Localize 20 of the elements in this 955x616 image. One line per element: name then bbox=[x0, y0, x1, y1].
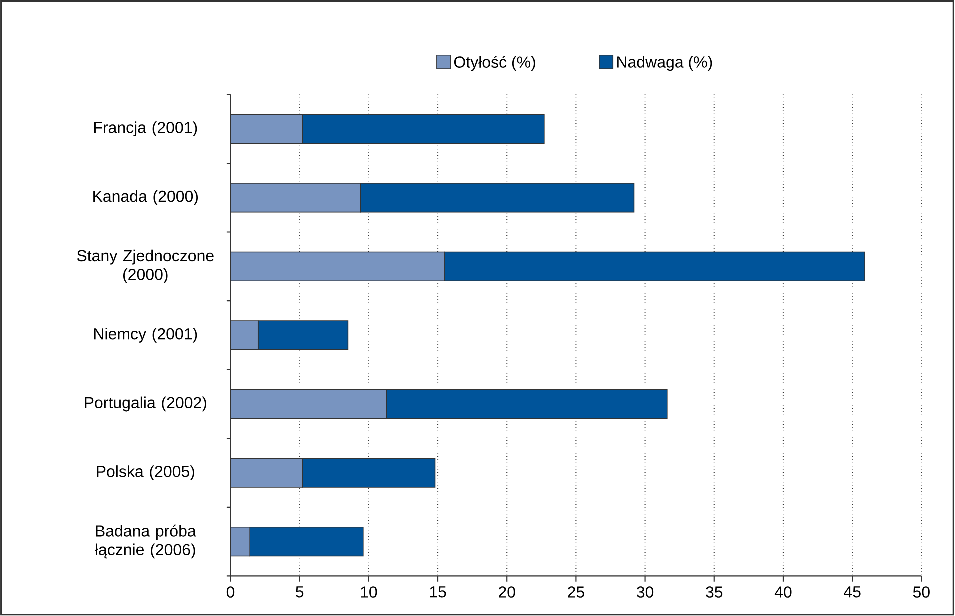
y-tick-label: Badana próba łącznie (2006) bbox=[95, 524, 196, 559]
x-tick-label: 5 bbox=[296, 586, 304, 598]
x-tick-label: 45 bbox=[844, 586, 861, 598]
x-tick-label: 15 bbox=[430, 586, 446, 598]
x-tick-label: 20 bbox=[499, 586, 516, 598]
y-tick-label: Stany Zjednoczone (2000) bbox=[77, 250, 214, 284]
legend-label: Nadwaga (%) bbox=[618, 56, 712, 71]
y-tick-label: Kanada (2000) bbox=[94, 190, 198, 206]
x-tick-label: 35 bbox=[706, 586, 723, 598]
y-tick-label: Francja (2001) bbox=[94, 122, 198, 136]
x-tick-label: 50 bbox=[913, 586, 930, 598]
y-tick-label: Niemcy (2001) bbox=[94, 328, 198, 343]
x-tick-label: 10 bbox=[361, 586, 378, 598]
x-tick-label: 30 bbox=[636, 586, 654, 598]
x-tick-label: 25 bbox=[568, 586, 584, 598]
x-tick-label: 0 bbox=[226, 586, 235, 598]
y-tick-label: Portugalia (2002) bbox=[85, 396, 206, 412]
x-tick-label: 40 bbox=[774, 586, 792, 598]
y-tick-label: Polska (2005) bbox=[97, 465, 194, 480]
legend-label: Otyłość (%) bbox=[454, 56, 536, 72]
